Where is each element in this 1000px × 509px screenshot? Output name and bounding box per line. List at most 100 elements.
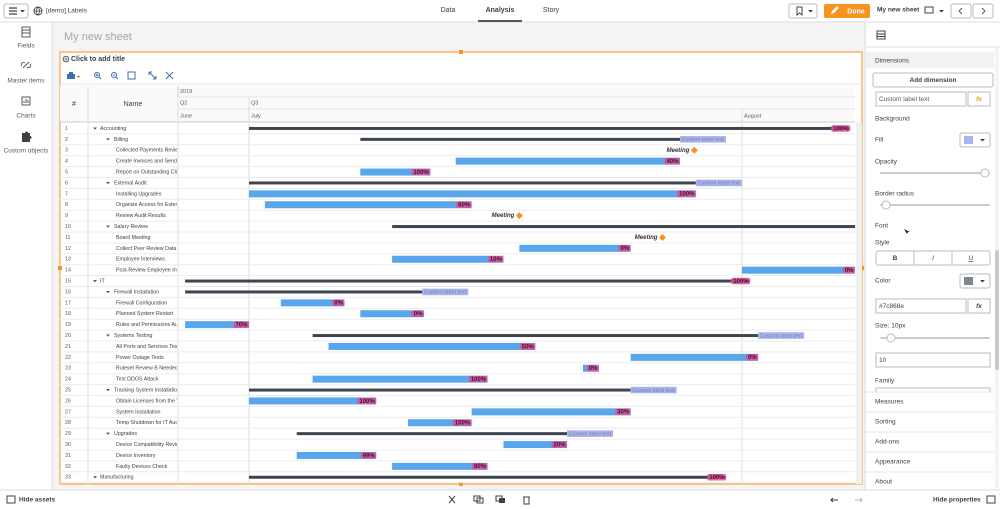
nav-item[interactable]: Fields <box>17 26 35 50</box>
button-label[interactable]: Add dimension <box>910 77 957 84</box>
tab[interactable]: Analysis <box>486 7 515 14</box>
tab[interactable]: Story <box>543 7 560 14</box>
expand-caret[interactable] <box>106 290 110 294</box>
caret <box>939 10 944 13</box>
input-value[interactable]: Custom label text <box>879 96 929 103</box>
expand-caret[interactable] <box>93 127 97 130</box>
label-background <box>567 430 614 437</box>
row-name: Faulty Devices Check <box>116 464 168 470</box>
task-bar <box>742 266 855 274</box>
row-number: 30 <box>65 442 71 448</box>
text-input[interactable] <box>875 298 967 314</box>
custom-label: Custom label text <box>632 388 675 394</box>
input-value[interactable]: 10 <box>879 357 887 364</box>
progress-label: 0% <box>589 366 598 372</box>
progress-label: 0% <box>414 312 423 318</box>
scrollbar-thumb[interactable] <box>995 250 999 370</box>
style-button[interactable]: U <box>969 255 974 262</box>
scrollbar[interactable] <box>856 122 862 484</box>
text-input[interactable] <box>875 91 967 107</box>
row-name: Billing <box>114 137 128 143</box>
progress-label: 100% <box>679 192 695 198</box>
section-title[interactable]: Measures <box>875 399 904 406</box>
row-number: 6 <box>65 180 68 186</box>
slider-track[interactable] <box>880 204 990 206</box>
section-title[interactable]: Dimensions <box>875 58 910 65</box>
expand-caret[interactable] <box>106 334 110 337</box>
expression-button[interactable] <box>967 91 991 107</box>
top-bar <box>0 0 1000 22</box>
cursor <box>904 229 910 234</box>
progress-label: 40% <box>666 159 679 165</box>
edit-tools[interactable] <box>448 495 864 505</box>
next-sheet-button[interactable] <box>972 3 994 19</box>
progress-label: 0% <box>621 246 630 252</box>
hide-assets-button[interactable]: Hide assets <box>19 497 56 504</box>
text-input[interactable] <box>875 352 991 368</box>
task-bar <box>185 321 249 329</box>
label-background <box>455 201 472 209</box>
expand-caret[interactable] <box>106 225 110 228</box>
chart-toolbar[interactable] <box>66 67 866 80</box>
expand-caret[interactable] <box>106 138 110 141</box>
year-label: 2019 <box>180 89 192 95</box>
slider-handle[interactable] <box>881 200 891 210</box>
nav-item[interactable]: Charts <box>16 96 36 120</box>
hide-properties-button[interactable]: Hide properties <box>933 497 981 504</box>
slider-track[interactable] <box>880 172 990 174</box>
row-name: Post-Review Employee Inte <box>116 268 181 274</box>
expand-caret[interactable] <box>106 432 110 435</box>
chart-title[interactable]: Click to add title <box>71 56 125 63</box>
custom-label: Custom label text <box>681 137 724 143</box>
expression-label[interactable]: fx <box>976 96 982 103</box>
nav-label[interactable]: Charts <box>16 113 36 120</box>
nav-label[interactable]: Fields <box>17 43 35 50</box>
style-buttons[interactable]: B I U <box>875 250 991 266</box>
field-label: Border radius <box>875 191 915 198</box>
section-title[interactable]: Appearance <box>875 459 910 466</box>
section-title[interactable]: Add-ons <box>875 439 900 446</box>
expand-caret[interactable] <box>106 389 110 392</box>
section-title[interactable]: Sorting <box>875 419 896 426</box>
slider-handle[interactable] <box>886 333 896 343</box>
style-button[interactable]: I <box>932 255 934 262</box>
custom-label: Custom label text <box>569 431 612 437</box>
row-name: Device Compatibility Revie <box>116 442 179 448</box>
row-name: Manufacturing <box>100 475 134 481</box>
add-title-icon <box>62 55 70 63</box>
done-label[interactable]: Done <box>847 8 865 15</box>
section-title[interactable]: About <box>875 479 892 486</box>
expression-label[interactable]: fx <box>976 303 982 310</box>
task-bar <box>408 419 472 427</box>
milestone <box>515 212 523 220</box>
style-button[interactable]: B <box>893 255 898 262</box>
slider-track[interactable] <box>880 337 990 339</box>
progress-label: 0% <box>845 268 854 274</box>
left-nav <box>0 22 52 490</box>
nav-label[interactable]: Master items <box>7 78 45 85</box>
bookmark-button[interactable] <box>788 3 818 19</box>
slider-handle[interactable] <box>980 168 990 178</box>
expand-caret[interactable] <box>93 476 97 479</box>
text-input[interactable] <box>875 387 991 393</box>
assets-icon <box>6 495 16 504</box>
chart-frame[interactable] <box>59 51 863 485</box>
field-label: Size: 10px <box>875 323 906 330</box>
nav-item[interactable]: Custom objects <box>4 131 50 155</box>
expand-caret[interactable] <box>93 280 97 283</box>
menu-button[interactable] <box>3 3 29 19</box>
done-button[interactable]: Done <box>824 4 870 18</box>
label-background <box>758 332 805 339</box>
nav-label[interactable]: Custom objects <box>4 148 50 155</box>
tab[interactable]: Data <box>441 7 456 14</box>
nav-item[interactable]: Master items <box>7 61 45 85</box>
expression-button[interactable] <box>967 298 991 314</box>
add-dimension-button[interactable]: Add dimension <box>872 72 994 88</box>
group-bar <box>249 181 696 185</box>
input-value[interactable]: #7c868e <box>879 303 904 310</box>
sheet-name[interactable]: My new sheet <box>877 7 920 14</box>
expand-caret[interactable] <box>106 181 110 185</box>
group-bar <box>185 290 423 294</box>
custom-label: Custom label text <box>697 181 740 187</box>
prev-sheet-button[interactable] <box>950 3 972 19</box>
